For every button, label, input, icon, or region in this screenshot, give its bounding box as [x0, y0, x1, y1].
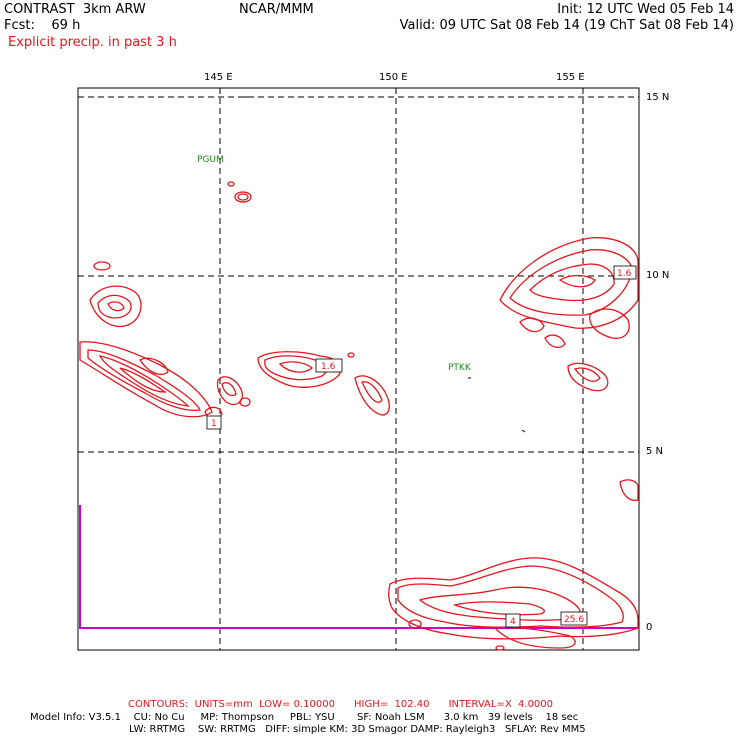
graticule	[78, 88, 639, 650]
contour-value-labels: 1.6 1.6 1 4 25.6	[206, 265, 637, 628]
contour-label-3: 1	[211, 419, 217, 429]
valid-time: Valid: 09 UTC Sat 08 Feb 14 (19 ChT Sat …	[399, 18, 734, 33]
station-label-pgum: PGUM	[197, 155, 224, 165]
contour-label-5: 25.6	[564, 615, 584, 625]
lon-label-150: 150 E	[379, 72, 408, 83]
small-marker	[521, 429, 526, 433]
map-frame	[77, 87, 640, 651]
lon-label-145: 145 E	[204, 72, 233, 83]
contour-label-1: 1.6	[321, 362, 336, 372]
contour-label-2: 1.6	[617, 269, 632, 279]
lat-label-15n: 15 N	[646, 92, 670, 103]
model-info-line2: LW: RRTMG SW: RRTMG DIFF: simple KM: 3D …	[129, 724, 586, 735]
model-info-line1: Model Info: V3.5.1 CU: No Cu MP: Thompso…	[30, 712, 579, 723]
contours-info: CONTOURS: UNITS=mm LOW= 0.10000 HIGH= 10…	[128, 699, 554, 710]
center-name: NCAR/MMM	[239, 2, 314, 17]
lon-label-155: 155 E	[556, 72, 585, 83]
station-label-ptkk: PTKK	[448, 363, 472, 373]
precip-contours	[79, 181, 639, 651]
model-title: CONTRAST 3km ARW	[4, 2, 146, 17]
contour-label-4: 4	[510, 617, 516, 627]
domain-boundary	[79, 505, 639, 629]
lat-label-0: 0	[646, 622, 653, 633]
forecast-hour: Fcst: 69 h	[4, 18, 81, 33]
init-time: Init: 12 UTC Wed 05 Feb 14	[557, 2, 734, 17]
lat-label-10n: 10 N	[646, 270, 670, 281]
lat-label-5n: 5 N	[646, 446, 664, 457]
field-title: Explicit precip. in past 3 h	[8, 35, 177, 50]
